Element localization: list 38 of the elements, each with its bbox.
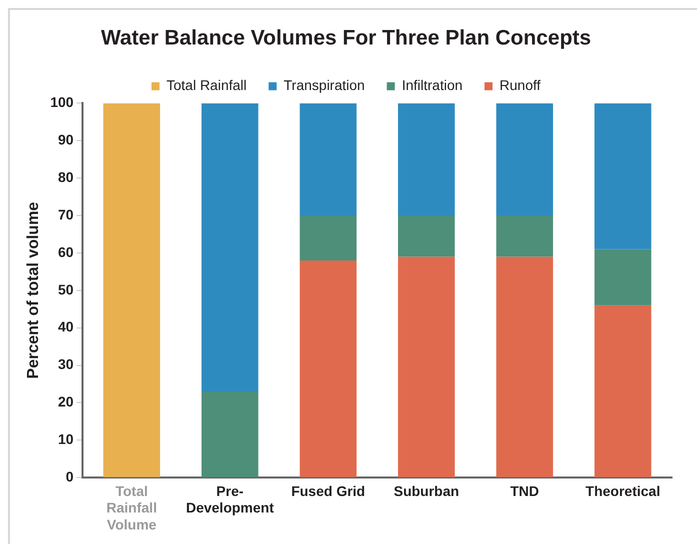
legend-label: Runoff	[500, 77, 541, 94]
bar	[398, 256, 455, 478]
bar	[496, 256, 554, 478]
legend-label: Infiltration	[402, 77, 463, 94]
y-tick-label: 80	[58, 168, 74, 185]
y-tick-label: 90	[58, 132, 74, 148]
bar	[300, 260, 357, 478]
y-tick-label: 30	[58, 356, 74, 372]
legend-label: Total Rainfall	[166, 77, 247, 94]
bar	[594, 305, 652, 478]
y-tick-label: 0	[66, 468, 74, 484]
bar	[496, 216, 554, 257]
legend-label: Transpiration	[284, 77, 365, 94]
y-tick-label: 10	[58, 431, 74, 448]
x-tick-label: TND	[510, 482, 540, 499]
chart-title: Water Balance Volumes For Three Plan Concepts	[100, 26, 592, 50]
bar	[496, 103, 554, 216]
bar	[103, 103, 160, 478]
x-tick-label: Suburban	[394, 482, 460, 499]
y-tick-label: 60	[58, 244, 74, 260]
bar	[202, 103, 258, 392]
bar	[594, 249, 652, 306]
bar	[202, 391, 258, 478]
y-tick-label: 50	[58, 281, 74, 298]
y-tick-label: 40	[58, 318, 74, 335]
y-tick-label: 100	[50, 94, 74, 110]
x-tick-label: Fused Grid	[291, 482, 366, 499]
bar	[594, 103, 652, 250]
bar	[300, 103, 357, 216]
y-axis-title: Percent of total volume	[25, 202, 42, 379]
bar	[300, 216, 357, 260]
bar	[398, 103, 455, 216]
y-tick-label: 20	[58, 394, 74, 410]
bar	[398, 216, 455, 257]
y-tick-label: 70	[58, 206, 74, 222]
x-tick-label: Total Rainfall Volume	[106, 482, 157, 532]
x-tick-label: Pre-Development	[186, 482, 274, 516]
x-tick-label: Theoretical	[586, 482, 660, 499]
